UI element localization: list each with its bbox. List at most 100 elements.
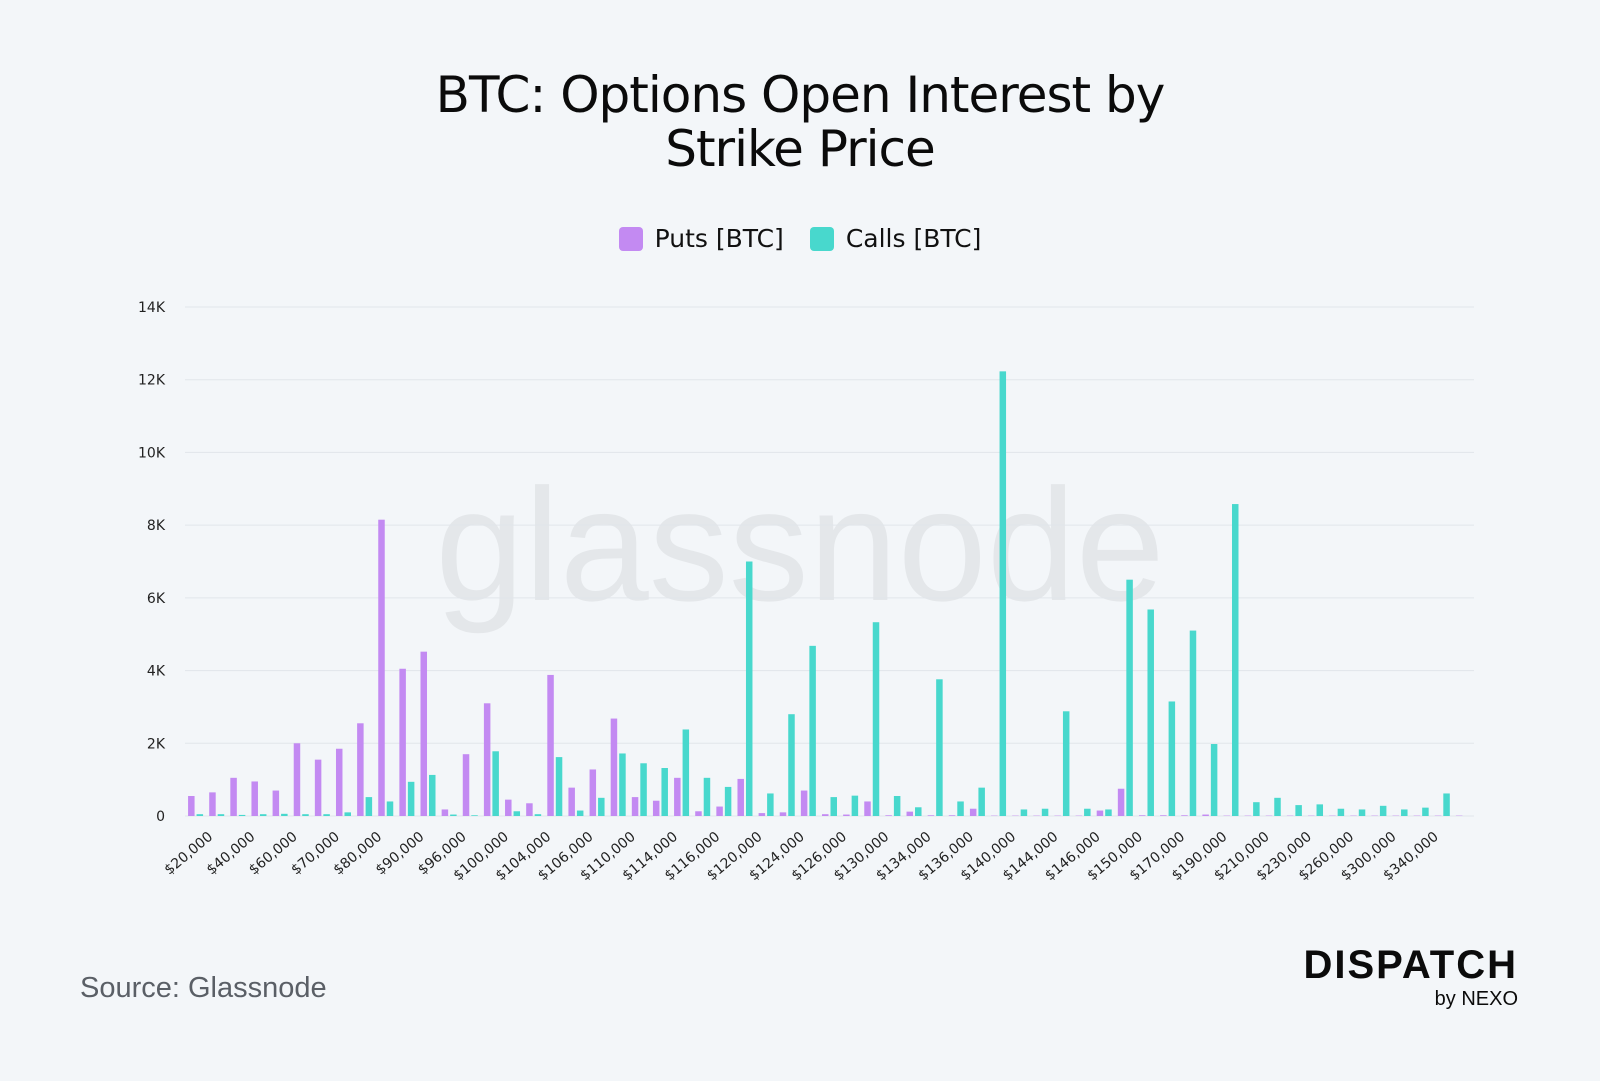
bar-puts xyxy=(483,703,491,816)
bar-calls xyxy=(281,813,288,816)
bar-calls xyxy=(1274,797,1281,816)
bar-calls xyxy=(640,763,647,816)
bar-calls xyxy=(1020,809,1028,816)
bar-calls xyxy=(851,795,859,816)
bar-calls xyxy=(915,807,922,816)
bar-calls xyxy=(661,768,668,816)
bar-puts xyxy=(441,809,449,816)
bar-puts xyxy=(1181,815,1188,816)
bar-puts xyxy=(335,748,343,816)
bar-puts xyxy=(568,787,575,816)
bar-calls xyxy=(1231,504,1239,816)
bar-calls xyxy=(555,757,563,816)
bar-calls xyxy=(830,797,837,816)
bar-calls xyxy=(1126,579,1133,816)
brand-tagline: by NEXO xyxy=(1434,988,1518,1010)
bar-calls xyxy=(1168,701,1176,816)
bar-puts xyxy=(188,796,195,816)
bar-calls xyxy=(745,561,753,816)
bar-puts xyxy=(1202,814,1209,816)
bar-calls xyxy=(576,810,584,816)
bar-calls xyxy=(1041,808,1049,816)
brand-logo: DISPATCH by NEXO xyxy=(1303,944,1518,1010)
bar-calls xyxy=(703,777,711,816)
bar-puts xyxy=(674,777,681,816)
bar-puts xyxy=(906,811,914,816)
bar-calls xyxy=(407,781,415,816)
brand-name: DISPATCH xyxy=(1303,943,1518,987)
bar-calls xyxy=(259,814,267,816)
bar-puts xyxy=(1138,815,1146,816)
bar-calls xyxy=(1316,804,1324,816)
bar-calls xyxy=(1062,711,1070,816)
bar-calls xyxy=(1422,807,1429,816)
bar-puts xyxy=(948,815,956,816)
bar-calls xyxy=(872,622,880,816)
bar-puts xyxy=(716,806,723,816)
bar-calls xyxy=(1295,805,1302,816)
bar-puts xyxy=(969,808,977,816)
bar-calls xyxy=(450,814,457,816)
bar-calls xyxy=(1443,793,1450,816)
bar-calls xyxy=(492,751,499,816)
bar-puts xyxy=(505,799,512,816)
bar-puts xyxy=(378,519,385,816)
bar-calls xyxy=(365,797,373,816)
bar-calls xyxy=(429,774,436,816)
bar-calls xyxy=(893,796,901,816)
legend-item-puts[interactable]: Puts [BTC] xyxy=(618,224,784,253)
bar-calls xyxy=(619,753,626,816)
bar-calls xyxy=(217,814,225,816)
chart-title: BTC: Options Open Interest by Strike Pri… xyxy=(0,68,1600,176)
bar-calls xyxy=(767,793,774,816)
bar-calls xyxy=(513,811,521,816)
bar-puts xyxy=(652,800,660,816)
bar-calls xyxy=(534,814,542,816)
y-tick-label: 6K xyxy=(147,591,166,607)
bar-puts xyxy=(462,754,470,816)
bar-puts xyxy=(864,801,871,816)
bar-puts xyxy=(610,718,618,816)
bar-calls xyxy=(957,801,964,816)
bar-calls xyxy=(999,371,1007,816)
bar-puts xyxy=(1160,815,1167,816)
bar-calls xyxy=(386,801,394,816)
bar-calls xyxy=(471,815,478,816)
bar-puts xyxy=(695,811,702,816)
bar-calls xyxy=(1358,809,1366,816)
bar-puts xyxy=(547,674,554,816)
bar-puts xyxy=(314,759,322,816)
legend-label-calls: Calls [BTC] xyxy=(845,224,982,253)
y-tick-label: 14K xyxy=(138,300,166,316)
bar-calls xyxy=(1210,744,1218,816)
bar-calls xyxy=(1401,809,1408,816)
legend-label-puts: Puts [BTC] xyxy=(654,224,784,253)
bar-puts xyxy=(293,743,301,816)
bar-calls xyxy=(196,814,204,816)
bar-puts xyxy=(399,668,406,816)
bar-calls xyxy=(788,714,795,816)
legend-item-calls[interactable]: Calls [BTC] xyxy=(809,224,982,253)
bar-calls xyxy=(809,645,816,816)
y-tick-label: 4K xyxy=(147,664,166,680)
source-note: Source: Glassnode xyxy=(80,972,327,1004)
bar-calls xyxy=(1084,808,1091,816)
bar-puts xyxy=(927,815,935,816)
bar-calls xyxy=(1379,805,1387,816)
y-tick-label: 10K xyxy=(138,445,166,461)
bar-puts xyxy=(209,792,216,816)
bar-puts xyxy=(526,803,533,816)
bar-calls xyxy=(598,797,605,816)
y-tick-label: 12K xyxy=(138,373,166,389)
bar-calls xyxy=(323,814,330,816)
bar-puts xyxy=(251,781,258,816)
bar-calls xyxy=(302,814,309,816)
chart-title-line2: Strike Price xyxy=(665,120,936,178)
bar-puts xyxy=(631,797,639,816)
watermark: glassnode xyxy=(435,455,1164,634)
bar-puts xyxy=(758,813,766,816)
chart-legend: Puts [BTC] Calls [BTC] xyxy=(0,224,1600,253)
bar-calls xyxy=(936,679,943,816)
bar-puts xyxy=(885,815,892,816)
